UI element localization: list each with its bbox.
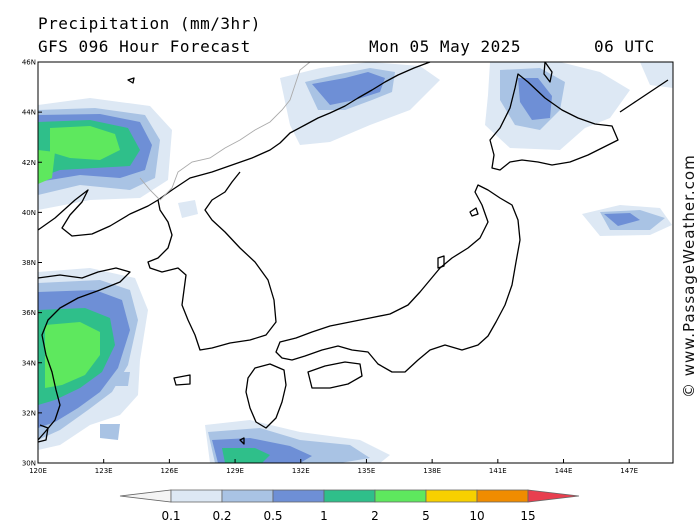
site-watermark: © www.PassageWeather.com (680, 154, 698, 398)
sakhalin-coast (543, 61, 553, 83)
legend-label: 1 (320, 509, 328, 523)
hokkaido-coast (489, 73, 619, 171)
lat-label: 40N (22, 209, 36, 217)
legend-swatch (374, 489, 427, 503)
lon-label: 141E (489, 467, 507, 475)
kyushu-coast (245, 363, 287, 429)
legend-label: 0.1 (161, 509, 180, 523)
forecast-date: Mon 05 May 2025 (369, 37, 521, 56)
legend-arrow-right (527, 489, 580, 503)
lat-label: 46N (22, 59, 36, 67)
latitude-axis: 46N 44N 42N 40N 38N 36N 34N 32N 30N (22, 59, 42, 468)
legend-label: 0.2 (212, 509, 231, 523)
map-title: Precipitation (mm/3hr) (38, 14, 261, 33)
forecast-label: GFS 096 Hour Forecast (38, 37, 251, 56)
legend-swatch (221, 489, 274, 503)
lat-label: 38N (22, 259, 36, 267)
lon-label: 144E (555, 467, 573, 475)
lon-label: 129E (226, 467, 244, 475)
honshu-coast (275, 184, 521, 373)
lon-label: 135E (358, 467, 376, 475)
legend-label: 15 (520, 509, 535, 523)
korea-coast (147, 171, 277, 351)
legend-swatch (476, 489, 529, 503)
lat-label: 32N (22, 409, 36, 417)
legend-swatch (170, 489, 223, 503)
lat-label: 34N (22, 359, 36, 367)
legend-label: 5 (422, 509, 430, 523)
precipitation-layer (38, 62, 673, 463)
longitude-axis: 120E 123E 126E 129E 132E 135E 138E 141E 144E 147E (29, 459, 638, 475)
coastlines (37, 61, 669, 445)
forecast-time: 06 UTC (594, 37, 655, 56)
lat-label: 36N (22, 309, 36, 317)
legend-label: 0.5 (263, 509, 282, 523)
china-east-coast (37, 267, 131, 441)
precipitation-legend: 0.1 0.2 0.5 1 2 5 10 15 (119, 489, 580, 523)
country-borders (139, 61, 311, 201)
lon-label: 126E (160, 467, 178, 475)
lat-label: 30N (22, 460, 36, 468)
precip-green (38, 126, 120, 388)
legend-swatch (323, 489, 376, 503)
shikoku-coast (307, 361, 363, 389)
legend-label: 2 (371, 509, 379, 523)
lon-label: 147E (620, 467, 638, 475)
lon-label: 138E (423, 467, 441, 475)
legend-swatch (425, 489, 478, 503)
lon-label: 120E (29, 467, 47, 475)
legend-label: 10 (469, 509, 484, 523)
lat-label: 44N (22, 109, 36, 117)
lon-label: 132E (292, 467, 310, 475)
lat-label: 42N (22, 159, 36, 167)
legend-arrow-left (119, 489, 172, 503)
mainland-coast (37, 61, 431, 237)
legend-swatch (272, 489, 325, 503)
lon-label: 123E (95, 467, 113, 475)
